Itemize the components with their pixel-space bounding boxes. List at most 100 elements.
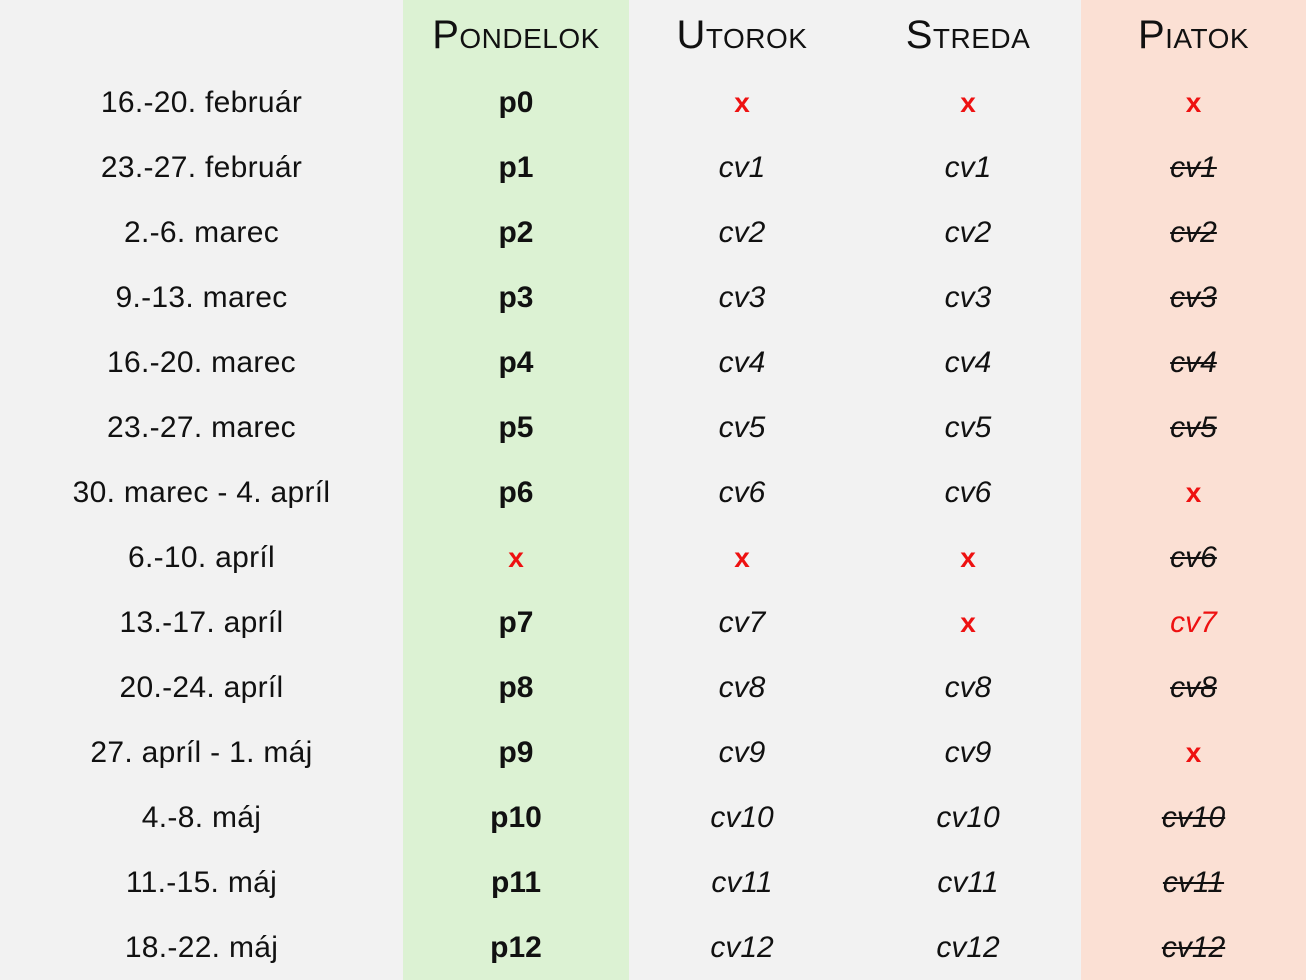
cell-wednesday: x <box>855 70 1081 135</box>
cell-monday: p0 <box>403 70 629 135</box>
lecture-label: p4 <box>498 345 534 379</box>
exercise-label: cv2 <box>718 215 766 249</box>
cell-monday: p9 <box>403 720 629 785</box>
cell-friday: cv6 <box>1081 525 1306 590</box>
cancelled-mark: x <box>1185 476 1202 508</box>
exercise-label: cv9 <box>944 735 992 769</box>
cell-monday: p8 <box>403 655 629 720</box>
lecture-label: p2 <box>498 215 534 249</box>
cancelled-mark: x <box>508 541 524 573</box>
lecture-label: p5 <box>498 410 534 444</box>
cell-tuesday: cv8 <box>629 655 855 720</box>
week-row: 16.-20. marec p4 cv4 cv4 cv4 <box>0 330 1306 395</box>
schedule-header: Pondelok Utorok Streda Piatok <box>0 0 1306 70</box>
lecture-label: p11 <box>490 865 542 899</box>
cell-tuesday: cv10 <box>629 785 855 850</box>
cancelled-mark: x <box>960 86 976 118</box>
cell-monday: p5 <box>403 395 629 460</box>
header-wednesday: Streda <box>905 12 1031 57</box>
lecture-label: p10 <box>490 800 542 834</box>
exercise-label: cv10 <box>936 800 1000 834</box>
cell-friday: x <box>1081 720 1306 785</box>
cell-tuesday: cv11 <box>629 850 855 915</box>
cancelled-mark: x <box>734 86 750 118</box>
exercise-label: cv6 <box>718 475 766 509</box>
week-row: 27. apríl - 1. máj p9 cv9 cv9 x <box>0 720 1306 785</box>
week-date-range: 11.-15. máj <box>125 865 278 899</box>
cell-tuesday: cv1 <box>629 135 855 200</box>
lecture-label: p6 <box>498 475 534 509</box>
lecture-label: p0 <box>498 85 534 119</box>
exercise-label: cv12 <box>710 930 774 964</box>
exercise-label: cv4 <box>1170 345 1217 379</box>
lecture-label: p3 <box>498 280 534 314</box>
cell-friday: cv4 <box>1081 330 1306 395</box>
cell-tuesday: cv5 <box>629 395 855 460</box>
exercise-label: cv7 <box>718 605 766 639</box>
exercise-label: cv9 <box>718 735 766 769</box>
week-row: 13.-17. apríl p7 cv7 x cv7 <box>0 590 1306 655</box>
week-row: 4.-8. máj p10 cv10 cv10 cv10 <box>0 785 1306 850</box>
exercise-label: cv11 <box>711 865 773 899</box>
cell-monday: x <box>403 525 629 590</box>
cell-friday: cv10 <box>1081 785 1306 850</box>
exercise-label: cv2 <box>1170 215 1217 249</box>
cancelled-mark: x <box>1185 736 1202 768</box>
cell-wednesday: cv10 <box>855 785 1081 850</box>
cell-wednesday: cv6 <box>855 460 1081 525</box>
lecture-label: p7 <box>498 605 534 639</box>
week-row: 16.-20. február p0 x x x <box>0 70 1306 135</box>
cell-friday: cv7 <box>1081 590 1306 655</box>
exercise-label: cv10 <box>1161 800 1226 834</box>
week-row: 2.-6. marec p2 cv2 cv2 cv2 <box>0 200 1306 265</box>
lecture-label: p12 <box>490 930 542 964</box>
cell-wednesday: cv11 <box>855 850 1081 915</box>
cell-friday: cv12 <box>1081 915 1306 980</box>
cell-wednesday: x <box>855 590 1081 655</box>
exercise-label: cv5 <box>944 410 992 444</box>
cell-wednesday: cv9 <box>855 720 1081 785</box>
cell-friday: cv2 <box>1081 200 1306 265</box>
cell-wednesday: cv4 <box>855 330 1081 395</box>
header-monday: Pondelok <box>403 0 629 70</box>
cell-tuesday: cv12 <box>629 915 855 980</box>
cell-wednesday: cv1 <box>855 135 1081 200</box>
exercise-label: cv4 <box>944 345 992 379</box>
week-row: 18.-22. máj p12 cv12 cv12 cv12 <box>0 915 1306 980</box>
exercise-label: cv11 <box>1162 865 1225 899</box>
cell-monday: p7 <box>403 590 629 655</box>
cell-monday: p3 <box>403 265 629 330</box>
week-row: 30. marec - 4. apríl p6 cv6 cv6 x <box>0 460 1306 525</box>
cell-friday: cv3 <box>1081 265 1306 330</box>
week-row: 6.-10. apríl x x x cv6 <box>0 525 1306 590</box>
header-friday: Piatok <box>1081 0 1306 70</box>
exercise-label: cv6 <box>1170 540 1217 574</box>
exercise-label: cv5 <box>1170 410 1217 444</box>
cell-monday: p2 <box>403 200 629 265</box>
exercise-label: cv2 <box>944 215 992 249</box>
cell-monday: p10 <box>403 785 629 850</box>
cell-wednesday: x <box>855 525 1081 590</box>
week-row: 23.-27. február p1 cv1 cv1 cv1 <box>0 135 1306 200</box>
week-date-range: 16.-20. marec <box>107 345 296 379</box>
cell-monday: p4 <box>403 330 629 395</box>
exercise-label: cv3 <box>718 280 766 314</box>
week-date-range: 18.-22. máj <box>124 930 279 964</box>
header-tuesday: Utorok <box>676 12 808 57</box>
cell-monday: p12 <box>403 915 629 980</box>
exercise-label: cv1 <box>944 150 992 184</box>
week-date-range: 13.-17. apríl <box>119 605 284 639</box>
exercise-label: cv8 <box>718 670 766 704</box>
week-date-range: 16.-20. február <box>100 85 303 119</box>
exercise-label: cv11 <box>937 865 999 899</box>
cell-tuesday: cv6 <box>629 460 855 525</box>
exercise-label: cv7 <box>1170 605 1217 639</box>
week-date-range: 20.-24. apríl <box>119 670 284 704</box>
cell-friday: cv1 <box>1081 135 1306 200</box>
week-row: 9.-13. marec p3 cv3 cv3 cv3 <box>0 265 1306 330</box>
cell-tuesday: cv3 <box>629 265 855 330</box>
cell-tuesday: cv4 <box>629 330 855 395</box>
cell-tuesday: cv9 <box>629 720 855 785</box>
cell-tuesday: cv7 <box>629 590 855 655</box>
cell-monday: p11 <box>403 850 629 915</box>
